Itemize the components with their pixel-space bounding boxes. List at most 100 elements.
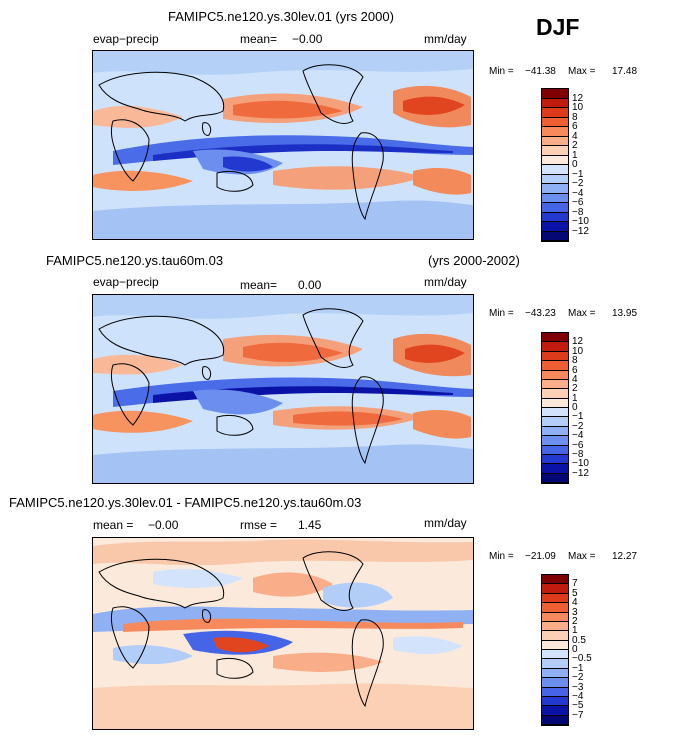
colorbar-tick-label: 0 [572, 644, 578, 655]
colorbar-swatch [542, 165, 568, 175]
panel-title: FAMIPC5.ne120.ys.30lev.01 - FAMIPC5.ne12… [9, 495, 362, 510]
colorbar-tick-label: −7 [572, 709, 584, 721]
colorbar-tick-label: 4 [572, 373, 578, 385]
colorbar-swatch [542, 89, 568, 99]
colorbar-swatch [542, 464, 568, 474]
colorbar-swatch [542, 621, 568, 632]
colorbar-tick-label: 12 [572, 336, 584, 348]
season-label: DJF [536, 14, 580, 40]
colorbar: 12 10 8 6 4 2 1 0 −1 −2 −4 −6 −8 −10 −12 [541, 88, 589, 242]
colorbar-swatch [542, 127, 568, 137]
colorbar-swatch [542, 715, 568, 725]
colorbar-tick-label: 7 [572, 578, 578, 590]
colorbar-tick-label: −12 [572, 467, 589, 479]
colorbar-tick-label: 6 [572, 364, 578, 376]
evap-precip-map [92, 294, 474, 484]
colorbar-swatch [542, 108, 568, 118]
colorbar-swatch [542, 389, 568, 399]
colorbar-swatch [542, 659, 568, 669]
min-value: −43.23 [525, 308, 556, 319]
colorbar-swatch [542, 612, 568, 622]
mean-label: mean = [93, 518, 134, 532]
colorbar-tick-label: −1 [572, 662, 584, 674]
colorbar-tick-label: −8 [572, 448, 584, 460]
colorbar-swatch [542, 445, 568, 455]
colorbar-tick-label: 0.5 [572, 634, 586, 646]
colorbar-tick-label: −12 [572, 225, 589, 237]
colorbar-swatch [542, 117, 568, 127]
colorbar-swatch [542, 370, 568, 380]
variable-label: evap−precip [93, 32, 159, 46]
units-label: mm/day [424, 516, 467, 530]
colorbar-swatch [542, 575, 568, 585]
colorbar-swatch [542, 184, 568, 194]
mean-value: 0.00 [298, 278, 322, 292]
colorbar-tick-label: 0 [572, 159, 578, 170]
colorbar-tick-label: −5 [572, 700, 584, 712]
colorbar-swatch [542, 593, 568, 604]
colorbar-tick-label: 6 [572, 121, 578, 132]
min-label: Min = [489, 308, 514, 319]
colorbar-swatch [542, 351, 568, 362]
colorbar-swatch [542, 603, 568, 613]
panel-title: FAMIPC5.ne120.ys.30lev.01 (yrs 2000) [168, 9, 394, 24]
colorbar-swatch [542, 436, 568, 446]
variable-label: evap−precip [93, 275, 159, 289]
colorbar-swatch [542, 146, 568, 156]
colorbar-swatch [542, 473, 568, 483]
colorbar-swatch [542, 408, 568, 418]
units-label: mm/day [424, 275, 467, 289]
colorbar-tick-label: −1 [572, 168, 584, 180]
mean-value: −0.00 [148, 518, 179, 532]
min-value: −21.09 [525, 551, 556, 562]
max-value: 12.27 [612, 551, 638, 562]
colorbar-tick-label: 12 [572, 92, 584, 104]
colorbar-swatch [542, 136, 568, 146]
colorbar-swatch [542, 426, 568, 437]
colorbar-swatch [542, 361, 568, 371]
colorbar-swatch [542, 379, 568, 390]
map-field [93, 538, 473, 729]
colorbar-tick-label: 5 [572, 587, 578, 599]
colorbar-tick-label: 2 [572, 383, 578, 395]
colorbar-tick-label: 1 [572, 625, 578, 637]
mean-label: mean= [240, 278, 278, 292]
colorbar-tick-label: 4 [572, 130, 578, 142]
colorbar-swatch [542, 98, 568, 108]
min-label: Min = [489, 551, 514, 562]
panel-title-years: (yrs 2000-2002) [428, 253, 520, 268]
colorbar-tick-label: 10 [572, 102, 584, 113]
colorbar-swatch [542, 193, 568, 203]
colorbar-tick-label: −1 [572, 411, 584, 423]
min-value: −41.38 [525, 66, 556, 77]
mean-label: mean= [240, 32, 278, 46]
rmse-value: 1.45 [298, 518, 322, 532]
colorbar-tick-label: −2 [572, 420, 584, 432]
colorbar-tick-label: 8 [572, 355, 578, 367]
colorbar-tick-label: −6 [572, 197, 584, 208]
colorbar-tick-label: −8 [572, 206, 584, 218]
max-value: 13.95 [612, 308, 638, 319]
colorbar-swatch [542, 174, 568, 184]
colorbar-swatch [542, 155, 568, 165]
units-label: mm/day [424, 32, 467, 46]
min-label: Min = [489, 66, 514, 77]
colorbar-swatch [542, 222, 568, 232]
colorbar-tick-label: 1 [572, 149, 578, 161]
colorbar: 7 5 4 3 2 1 0.5 0 −0.5 −1 −2 −3 −4 −5 −7 [541, 574, 592, 726]
colorbar-tick-label: −10 [572, 458, 589, 470]
colorbar-swatch [542, 687, 568, 697]
colorbar-tick-label: 1 [572, 392, 578, 404]
colorbar-tick-label: 3 [572, 606, 578, 618]
difference-map [92, 537, 474, 730]
max-value: 17.48 [612, 66, 638, 77]
colorbar-swatch [542, 398, 568, 408]
colorbar-swatch [542, 203, 568, 213]
rmse-label: rmse = [240, 518, 278, 532]
map-field [93, 51, 473, 239]
colorbar-tick-label: −4 [572, 430, 584, 442]
colorbar: 12 10 8 6 4 2 1 0 −1 −2 −4 −6 −8 −10 −12 [541, 332, 589, 484]
colorbar-tick-label: −3 [572, 681, 584, 693]
colorbar-swatch [542, 640, 568, 650]
colorbar-tick-label: −0.5 [572, 653, 592, 665]
